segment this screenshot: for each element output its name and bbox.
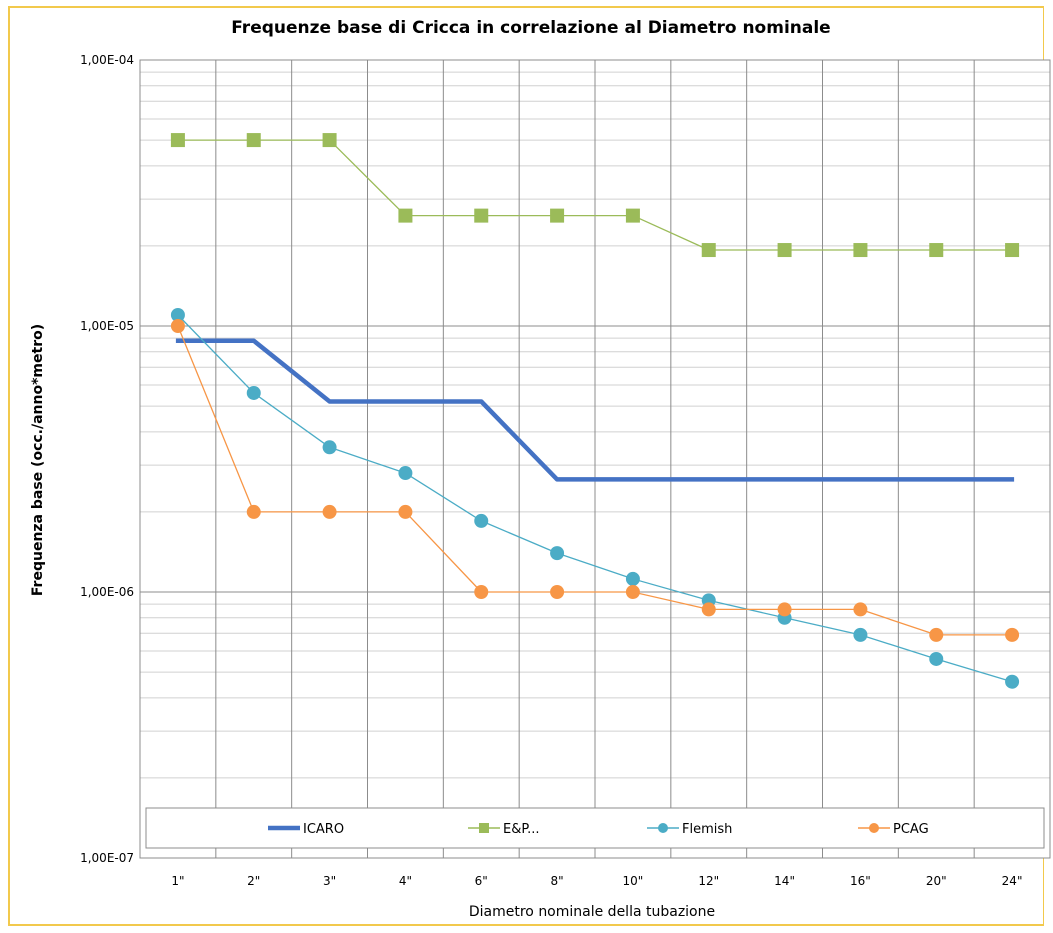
- data-point: [550, 585, 565, 599]
- legend-marker: [479, 823, 489, 833]
- y-tick-label: 1,00E-06: [80, 585, 134, 599]
- legend-label: PCAG: [893, 822, 929, 837]
- data-point: [625, 208, 640, 223]
- x-tick-label: 1": [171, 874, 184, 888]
- data-point: [929, 651, 944, 666]
- data-point: [398, 208, 413, 223]
- data-point: [777, 243, 792, 258]
- data-point: [322, 504, 337, 519]
- legend-marker: [658, 823, 668, 833]
- data-point: [474, 513, 489, 528]
- series-line: [175, 338, 1015, 482]
- legend-label: ICARO: [303, 822, 344, 837]
- data-point: [625, 571, 640, 586]
- y-tick-label: 1,00E-04: [80, 53, 134, 67]
- y-tick-label: 1,00E-05: [80, 319, 134, 333]
- data-point: [701, 243, 716, 258]
- data-point: [246, 385, 261, 400]
- x-axis-ticks: 1" 2" 3" 4" 6" 8" 10" 12" 14" 16" 20" 24": [171, 874, 1022, 888]
- data-point: [853, 243, 868, 258]
- series-pcag: [170, 319, 1020, 642]
- y-tick-label: 1,00E-07: [80, 851, 134, 865]
- data-point: [1005, 627, 1020, 642]
- data-point: [322, 440, 337, 455]
- x-tick-label: 16": [850, 874, 871, 888]
- x-tick-label: 3": [323, 874, 336, 888]
- data-point: [853, 602, 868, 617]
- legend-item: Flemish: [647, 822, 732, 837]
- legend: ICARO E&P... Flemish PCAG: [145, 807, 1045, 849]
- data-point: [777, 602, 792, 617]
- x-tick-label: 24": [1002, 874, 1023, 888]
- x-axis-title: Diametro nominale della tubazione: [469, 904, 715, 920]
- data-point: [474, 585, 489, 599]
- data-point: [929, 627, 944, 642]
- data-point: [701, 602, 716, 617]
- legend-label: Flemish: [682, 822, 732, 837]
- x-tick-label: 20": [926, 874, 947, 888]
- data-point: [929, 243, 944, 258]
- data-point: [474, 208, 489, 223]
- data-point: [625, 585, 640, 599]
- series-icaro: [175, 338, 1015, 482]
- x-tick-label: 8": [551, 874, 564, 888]
- data-point: [398, 504, 413, 519]
- x-tick-label: 12": [698, 874, 719, 888]
- series-layer: [170, 133, 1020, 689]
- data-point: [853, 627, 868, 642]
- series-ep: [170, 133, 1020, 258]
- data-point: [1005, 674, 1020, 689]
- series-line: [177, 325, 1013, 636]
- data-point: [170, 307, 185, 322]
- data-point: [322, 133, 337, 148]
- data-point: [246, 133, 261, 148]
- series-flemish: [170, 307, 1020, 689]
- chart-title: Frequenze base di Cricca in correlazione…: [231, 18, 830, 38]
- series-line: [177, 139, 1013, 251]
- grid: [139, 59, 1051, 859]
- y-axis-ticks: 1,00E-04 1,00E-05 1,00E-06 1,00E-07: [80, 53, 134, 865]
- x-tick-label: 10": [623, 874, 644, 888]
- x-tick-label: 4": [399, 874, 412, 888]
- x-tick-label: 14": [774, 874, 795, 888]
- data-point: [246, 504, 261, 519]
- legend-item: ICARO: [268, 822, 344, 837]
- data-point: [550, 546, 565, 561]
- data-point: [550, 208, 565, 223]
- legend-marker: [869, 823, 879, 833]
- x-tick-label: 6": [475, 874, 488, 888]
- data-point: [170, 133, 185, 148]
- legend-item: E&P...: [468, 822, 540, 837]
- data-point: [170, 319, 185, 333]
- data-point: [398, 466, 413, 481]
- series-line: [177, 314, 1013, 683]
- x-tick-label: 2": [247, 874, 260, 888]
- legend-item: PCAG: [858, 822, 929, 837]
- legend-label: E&P...: [503, 822, 540, 837]
- y-axis-title: Frequenza base (occ./anno*metro): [30, 324, 46, 596]
- data-point: [1005, 243, 1020, 258]
